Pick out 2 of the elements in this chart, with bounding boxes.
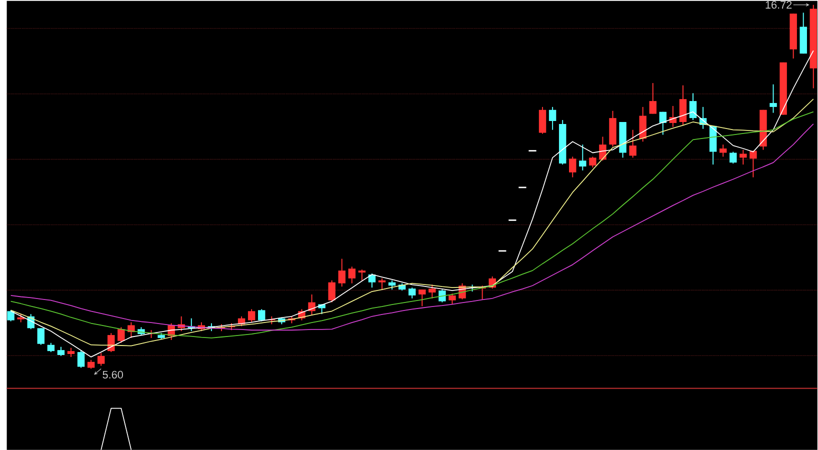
annotation: 16.72 (766, 0, 792, 9)
annotation: 5.60 (102, 370, 123, 378)
